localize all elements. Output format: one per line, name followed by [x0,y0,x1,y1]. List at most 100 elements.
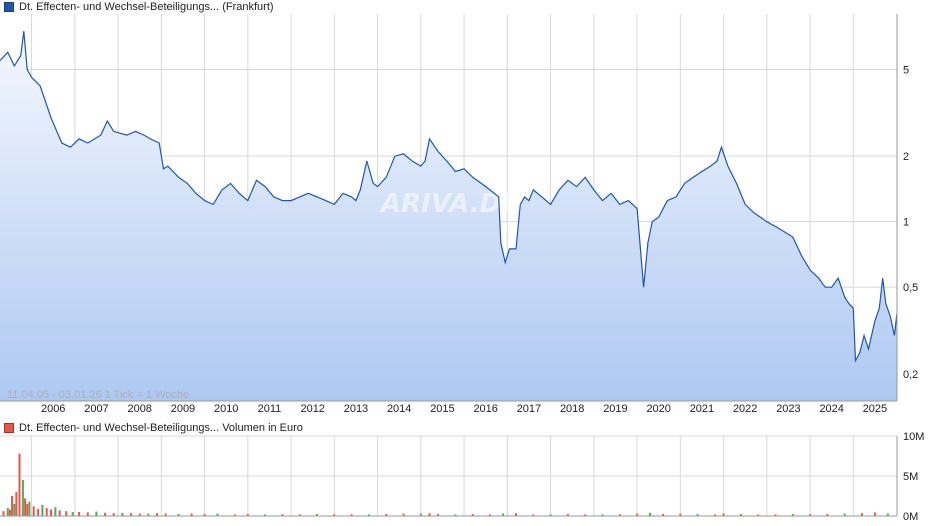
x-tick-label: 2017 [517,403,541,415]
volume-bar [138,513,141,516]
volume-bar [104,512,107,516]
volume-bar [350,514,353,516]
volume-bar [843,513,846,516]
volume-y-tick-label: 0M [903,511,918,523]
volume-bar [515,513,517,516]
x-tick-label: 2023 [776,403,800,415]
volume-bar [156,513,158,516]
x-tick-label: 2016 [473,403,497,415]
volume-bar [26,504,29,516]
volume-bar [71,512,74,516]
x-tick-label: 2011 [258,403,282,415]
volume-legend-label: Dt. Effecten- und Wechsel-Beteiligungs..… [19,422,303,434]
price-legend-swatch [4,2,14,12]
volume-bar [78,512,81,516]
volume-bar [121,512,124,516]
x-tick-label: 2022 [733,403,757,415]
x-tick-label: 2024 [819,403,843,415]
volume-bar [147,513,150,516]
volume-bar [809,514,812,516]
volume-bar [566,514,569,516]
range-info: 11.04.05 - 03.01.26 1 Tick = 1 Woche [7,389,189,401]
volume-bar [696,514,699,516]
volume-bar [233,514,236,516]
volume-bar [886,513,889,516]
price-line [0,31,898,363]
volume-bar [86,512,89,516]
x-tick-label: 2025 [863,403,887,415]
volume-bar [216,513,219,516]
volume-bar [316,514,318,516]
volume-bar [164,513,167,516]
volume-bar [532,514,535,516]
volume-bar [246,514,249,516]
volume-bar [367,514,370,516]
x-tick-label: 2021 [690,403,714,415]
volume-bar [37,508,40,516]
volume-bar [190,513,193,516]
volume-bar [713,514,716,516]
volume-bar [203,514,206,516]
volume-bar [739,514,742,516]
y-tick-label: 0,2 [903,369,918,381]
volume-bar [454,514,457,516]
volume-bar [385,514,388,516]
volume-bar [428,513,431,516]
volume-bar [15,492,18,516]
price-legend-label: Dt. Effecten- und Wechsel-Beteiligungs..… [19,1,274,13]
price-legend: Dt. Effecten- und Wechsel-Beteiligungs..… [4,0,274,14]
volume-bar [32,506,35,516]
x-tick-label: 2007 [84,403,108,415]
y-tick-label: 2 [903,151,909,163]
volume-bar [264,514,267,516]
volume-bar [679,513,682,516]
volume-bar [130,513,132,516]
volume-bar [757,514,760,516]
volume-bar [18,453,21,516]
volume-bar [281,514,284,516]
volume-bar [13,504,16,516]
volume-bar [419,513,422,516]
volume-bar [618,514,621,516]
volume-bar [65,511,68,516]
volume-bar [601,514,604,516]
x-tick-label: 2018 [560,403,584,415]
volume-bar [549,514,552,516]
price-y-axis: 0,2 0,5 1 2 5 [903,65,918,381]
volume-bar [45,508,48,516]
volume-bar [2,511,5,516]
volume-bar [177,514,180,516]
volume-bar [112,513,115,516]
volume-bar [11,496,14,516]
volume-bar [28,501,31,516]
volume-bar [298,514,301,516]
volume-bar [95,511,98,516]
y-tick-label: 0,5 [903,282,918,294]
volume-bar [21,480,24,516]
x-tick-label: 2020 [646,403,670,415]
x-tick-label: 2008 [127,403,151,415]
watermark: ARIVA.DE [379,189,519,219]
x-tick-label: 2009 [171,403,195,415]
volume-bar [774,514,777,516]
x-tick-label: 2014 [387,403,411,415]
volume-bar [722,513,725,516]
volume-bar [502,513,504,516]
volume-bar [437,514,440,516]
volume-bar [50,509,52,516]
volume-y-axis: 0M 5M 10M [903,431,924,523]
volume-bar [649,512,651,516]
volume-bar [791,514,794,516]
y-tick-label: 1 [903,217,909,229]
volume-bar [402,513,405,516]
volume-legend: Dt. Effecten- und Wechsel-Beteiligungs..… [4,421,303,435]
volume-bar [826,514,829,516]
price-area [0,31,897,401]
volume-bar [489,514,491,516]
x-tick-label: 2013 [344,403,368,415]
volume-grid [0,435,897,517]
volume-bar [662,514,664,516]
volume-bar [8,509,11,516]
volume-bar [54,507,57,516]
